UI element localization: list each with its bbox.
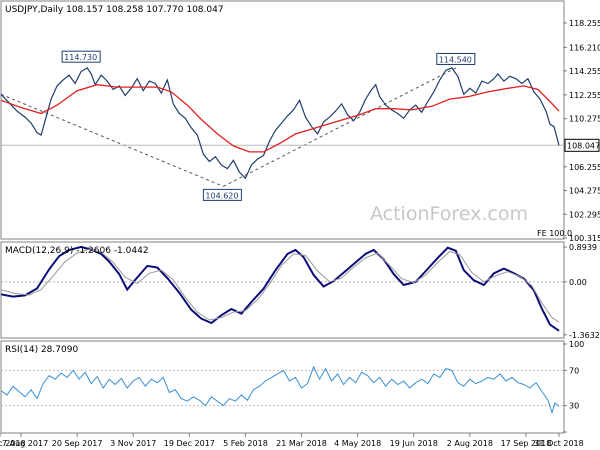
pivot-annotation-box	[202, 188, 242, 201]
fe-label: FE 100.0	[537, 229, 572, 238]
time-axis: 7 Aug 2017 20 Sep 2017 3 Nov 2017 19 Dec 20…	[0, 433, 584, 448]
price-ytick-label: 100.315	[569, 234, 600, 243]
pivot-annotation: 114.730	[61, 50, 101, 63]
price-panel: 118.255 116.210 114.255 112.255 110.275 106.2…	[0, 19, 600, 243]
time-tick-label: 2 Aug 2018	[447, 439, 493, 448]
macd-ytick-label: 0.8939	[569, 243, 597, 252]
time-tick-label: 4 May 2018	[334, 439, 381, 448]
pivot-annotation-label: 114.730	[64, 53, 97, 62]
time-tick-label: 3 Nov 2017	[110, 439, 156, 448]
current-price-tag: 108.047	[564, 138, 600, 152]
price-ytick-label: 114.255	[569, 67, 600, 76]
macd-ytick-label: 0.00	[569, 278, 587, 287]
time-tick-label: 17 Sep 2018	[501, 439, 552, 448]
time-tick-label: 20 Sep 2017	[52, 439, 103, 448]
rsi-ytick-label: 70	[569, 366, 579, 375]
price-panel-header: USDJPY,Daily 108.157 108.258 107.770 108…	[5, 5, 224, 15]
price-ytick-label: 104.275	[569, 187, 600, 196]
pivot-annotation: 104.620	[202, 188, 242, 201]
rsi-panel: 100 70 30	[0, 340, 584, 433]
time-tick-label: 19 Jun 2018	[390, 439, 438, 448]
time-tick-label: 7 Aug 2017	[2, 439, 48, 448]
time-tick-label: 5 Feb 2018	[223, 439, 268, 448]
watermark: ActionForex.com	[370, 203, 528, 225]
macd-panel: 0.8939 0.00 -1.3632	[0, 243, 600, 340]
price-ytick-label: 118.255	[569, 19, 600, 28]
current-price-tag-box	[564, 138, 600, 152]
macd-line	[0, 245, 560, 332]
current-price-tag-label: 108.047	[567, 141, 600, 150]
time-tick-label: 14 Dec 2018	[0, 439, 26, 448]
moving-average-line	[0, 84, 560, 153]
trendline-down	[0, 93, 224, 187]
rsi-ytick-label: 30	[569, 402, 579, 411]
pivot-annotation-box	[61, 50, 101, 63]
rsi-ytick-label: 100	[569, 340, 584, 349]
rsi-panel-header: RSI(14) 28.7090	[5, 345, 78, 355]
price-ytick-label: 102.295	[569, 210, 600, 219]
pivot-annotation-label: 114.540	[439, 55, 472, 64]
price-ytick-label: 106.255	[569, 163, 600, 172]
time-tick-label: 31 Oct 2018	[534, 439, 583, 448]
time-tick-label: 21 Mar 2018	[276, 439, 327, 448]
price-ytick-label: 112.255	[569, 91, 600, 100]
price-ytick-label: 110.275	[569, 115, 600, 124]
price-ytick-label: 116.210	[569, 43, 600, 52]
macd-panel-header: MACD(12,26,9) -1.2606 -1.0442	[5, 246, 149, 256]
trendline-up	[223, 67, 458, 187]
pivot-annotation: 114.540	[436, 52, 476, 65]
rsi-line	[0, 365, 560, 415]
macd-signal-line	[0, 248, 560, 323]
macd-panel-frame	[0, 241, 565, 339]
price-series-line	[0, 67, 560, 180]
rsi-panel-frame	[0, 340, 565, 434]
pivot-annotation-box	[436, 52, 476, 65]
pivot-annotation-label: 104.620	[205, 191, 238, 200]
macd-ytick-label: -1.3632	[569, 331, 600, 340]
time-tick-label: 19 Dec 2017	[164, 439, 215, 448]
price-panel-frame	[0, 0, 565, 240]
